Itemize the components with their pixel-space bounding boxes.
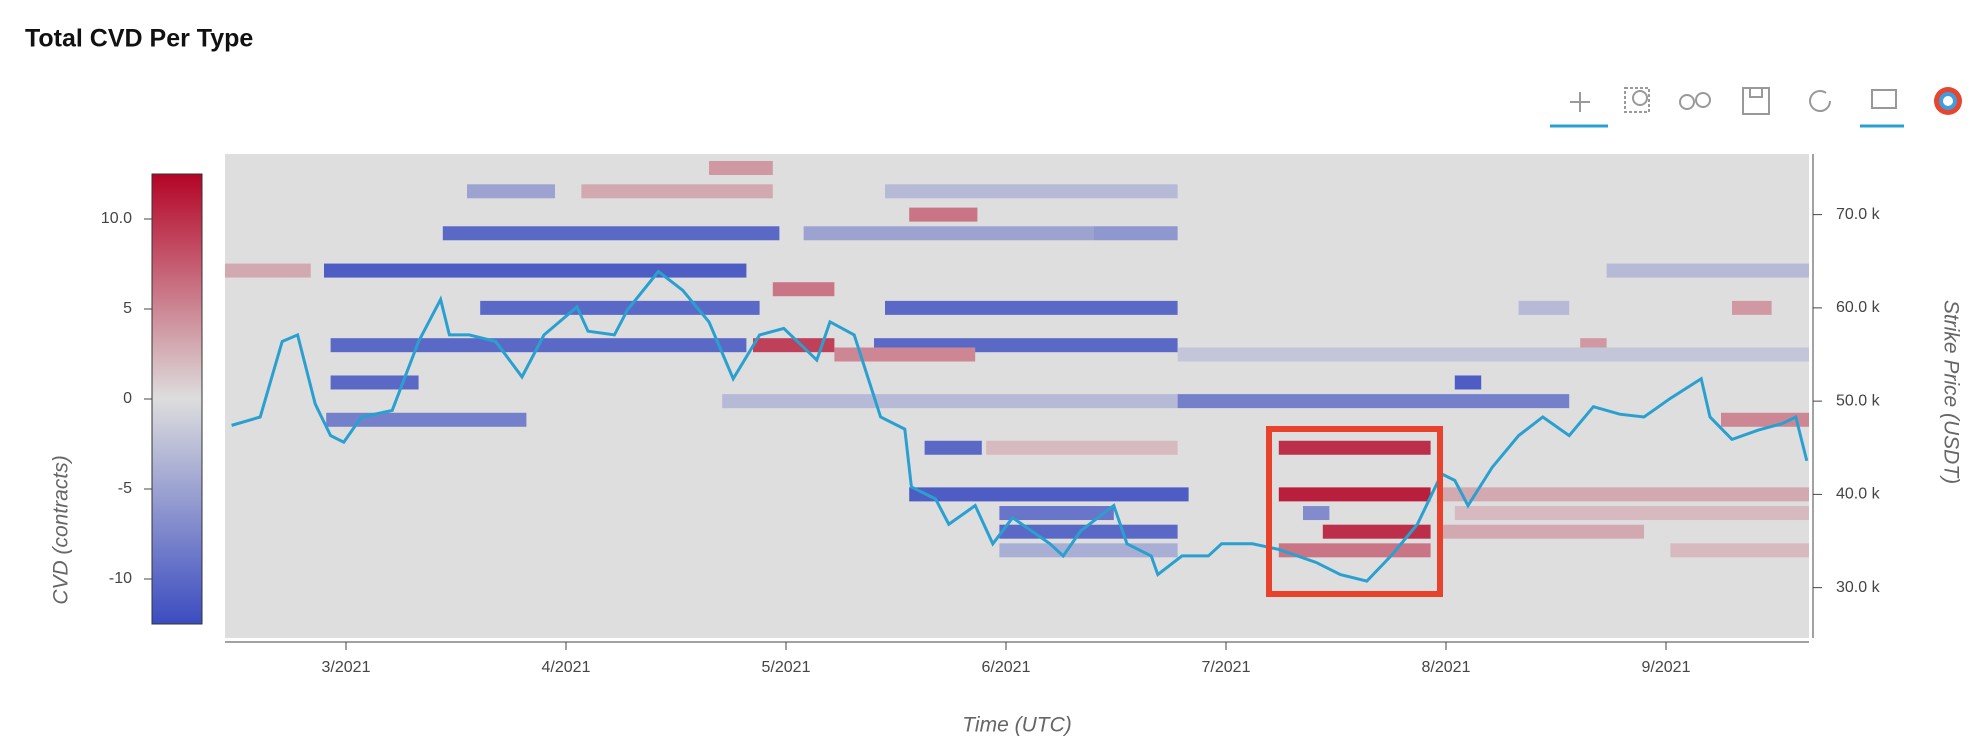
heatmap bbox=[225, 160, 1809, 558]
heatmap-cell bbox=[753, 338, 835, 353]
colorbar-tick-label: 10.0 bbox=[101, 210, 132, 227]
heatmap-cell bbox=[709, 160, 773, 175]
reset-tool[interactable] bbox=[1809, 90, 1831, 112]
bokeh-logo[interactable] bbox=[1934, 87, 1962, 115]
heatmap-cell bbox=[442, 226, 780, 241]
zoom-tool[interactable] bbox=[1624, 87, 1650, 113]
heatmap-cell bbox=[834, 347, 976, 362]
colorbar-tick-label: 5 bbox=[123, 300, 132, 317]
chart-title: Total CVD Per Type bbox=[25, 25, 253, 53]
heatmap-cell bbox=[1454, 506, 1809, 521]
colorbar-tick-label: -10 bbox=[109, 570, 132, 587]
heatmap-cell bbox=[772, 282, 835, 297]
x-tick-label: 8/2021 bbox=[1422, 659, 1471, 676]
x-tick-label: 4/2021 bbox=[542, 659, 591, 676]
heatmap-cell bbox=[581, 184, 773, 199]
heatmap-cell bbox=[885, 300, 1178, 315]
heatmap-cell bbox=[1303, 506, 1330, 521]
pan-tool[interactable] bbox=[1550, 92, 1608, 128]
heatmap-cell bbox=[885, 184, 1178, 199]
highlight-box bbox=[1266, 426, 1443, 597]
heatmap-cell bbox=[480, 300, 760, 315]
save-tool[interactable] bbox=[1742, 87, 1770, 115]
heatmap-cell bbox=[986, 440, 1178, 455]
heatmap-cell bbox=[1454, 375, 1482, 390]
heatmap-cell bbox=[924, 440, 982, 455]
x-tick-label: 5/2021 bbox=[762, 659, 811, 676]
heatmap-cell bbox=[1094, 226, 1178, 241]
heatmap-cell bbox=[1606, 263, 1809, 278]
heatmap-cell bbox=[1670, 543, 1809, 558]
y2-tick-label: 70.0 k bbox=[1836, 206, 1881, 223]
heatmap-cell bbox=[1721, 412, 1809, 427]
y-axis-label: CVD (contracts) bbox=[50, 455, 73, 604]
heatmap-cell bbox=[225, 263, 311, 278]
heatmap-cell bbox=[803, 226, 1094, 241]
heatmap-cell bbox=[1732, 300, 1772, 315]
x-tick-label: 6/2021 bbox=[982, 659, 1031, 676]
heatmap-cell bbox=[1177, 347, 1809, 362]
x-tick-label: 7/2021 bbox=[1202, 659, 1251, 676]
heatmap-cell bbox=[1278, 440, 1431, 455]
x-tick-label: 3/2021 bbox=[322, 659, 371, 676]
heatmap-cell bbox=[999, 524, 1178, 539]
colorbar-tick-label: 0 bbox=[123, 390, 132, 407]
heatmap-cell bbox=[1278, 487, 1431, 502]
heatmap-cell bbox=[330, 375, 419, 390]
heatmap-cell bbox=[999, 506, 1114, 521]
heatmap-cell bbox=[909, 487, 1189, 502]
heatmap-cell bbox=[1177, 394, 1570, 409]
heatmap-cell bbox=[326, 412, 527, 427]
heatmap-cell bbox=[909, 207, 978, 222]
heatmap-cell bbox=[1518, 300, 1570, 315]
toolbar bbox=[1550, 87, 1962, 128]
heatmap-cell bbox=[467, 184, 555, 199]
heatmap-cell bbox=[1441, 524, 1644, 539]
y2-tick-label: 50.0 k bbox=[1836, 392, 1881, 409]
heatmap-cell bbox=[1322, 524, 1431, 539]
colorbar bbox=[151, 173, 203, 625]
price-line bbox=[231, 269, 1809, 583]
heatmap-cell bbox=[1278, 543, 1431, 558]
y2-tick-label: 40.0 k bbox=[1836, 486, 1881, 503]
y2-axis-label: Strike Price (USDT) bbox=[1939, 300, 1962, 484]
heatmap-cell bbox=[1441, 487, 1809, 502]
heatmap-cell bbox=[324, 263, 747, 278]
heatmap-cell bbox=[722, 394, 1178, 409]
y2-tick-label: 60.0 k bbox=[1836, 299, 1881, 316]
hover-tool[interactable] bbox=[1860, 89, 1904, 128]
price-line-group bbox=[231, 269, 1809, 583]
x-tick-label: 9/2021 bbox=[1642, 659, 1691, 676]
x-axis-label: Time (UTC) bbox=[962, 714, 1071, 737]
wheel-zoom-tool[interactable] bbox=[1679, 92, 1711, 110]
y2-tick-label: 30.0 k bbox=[1836, 579, 1881, 596]
colorbar-tick-label: -5 bbox=[118, 480, 132, 497]
